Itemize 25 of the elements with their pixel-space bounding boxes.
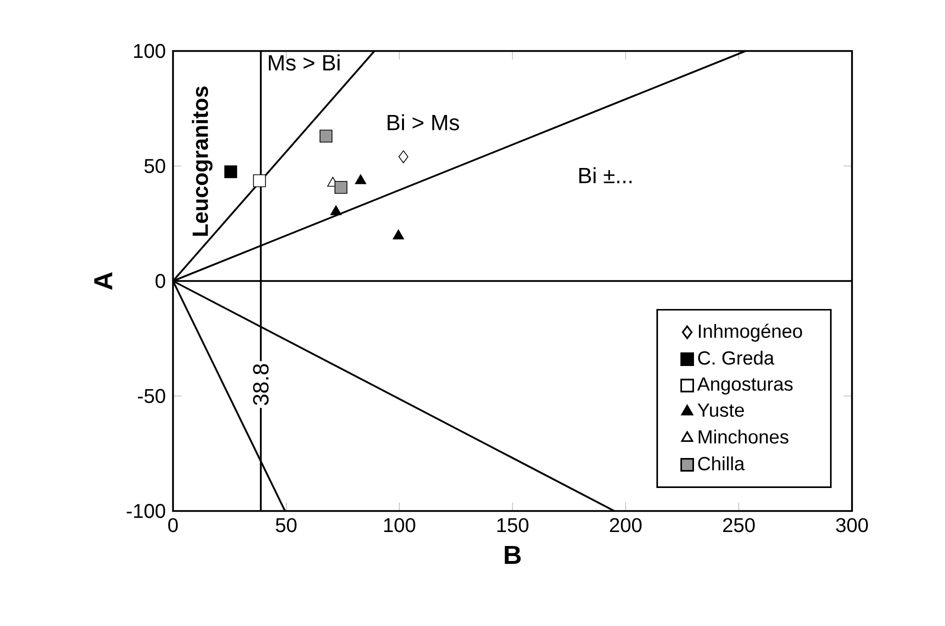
annotation: Bi ±... (579, 167, 632, 184)
y-tick-label: -100 (126, 504, 166, 518)
annotation: Leucogranitos (192, 86, 213, 236)
x-tick-label: 100 (384, 518, 416, 532)
legend-label: Inhmogéneo (698, 324, 802, 342)
legend-label: Minchones (698, 430, 788, 444)
x-tick-label: 150 (497, 518, 528, 532)
x-tick-label: 0 (168, 518, 178, 532)
y-tick-label: -50 (138, 388, 166, 404)
annotation: Ms > Bi (268, 54, 340, 71)
legend-label: Chilla (698, 456, 745, 470)
y-tick-label: 0 (156, 274, 166, 288)
ref-line-label: 38.8 (253, 364, 269, 406)
legend-label: Yuste (698, 404, 744, 417)
y-axis-title: A (94, 272, 112, 290)
y-tick-label: 50 (144, 158, 166, 174)
x-tick-label: 300 (836, 518, 868, 532)
x-axis-title: B (504, 546, 521, 564)
x-tick-label: 250 (723, 518, 755, 532)
x-tick-label: 200 (610, 518, 642, 532)
legend-label: C. Greda (698, 350, 774, 365)
annotation: Bi > Ms (388, 114, 460, 130)
legend-label: Angosturas (697, 378, 793, 395)
y-tick-label: 100 (134, 44, 166, 58)
x-tick-label: 50 (276, 518, 297, 532)
